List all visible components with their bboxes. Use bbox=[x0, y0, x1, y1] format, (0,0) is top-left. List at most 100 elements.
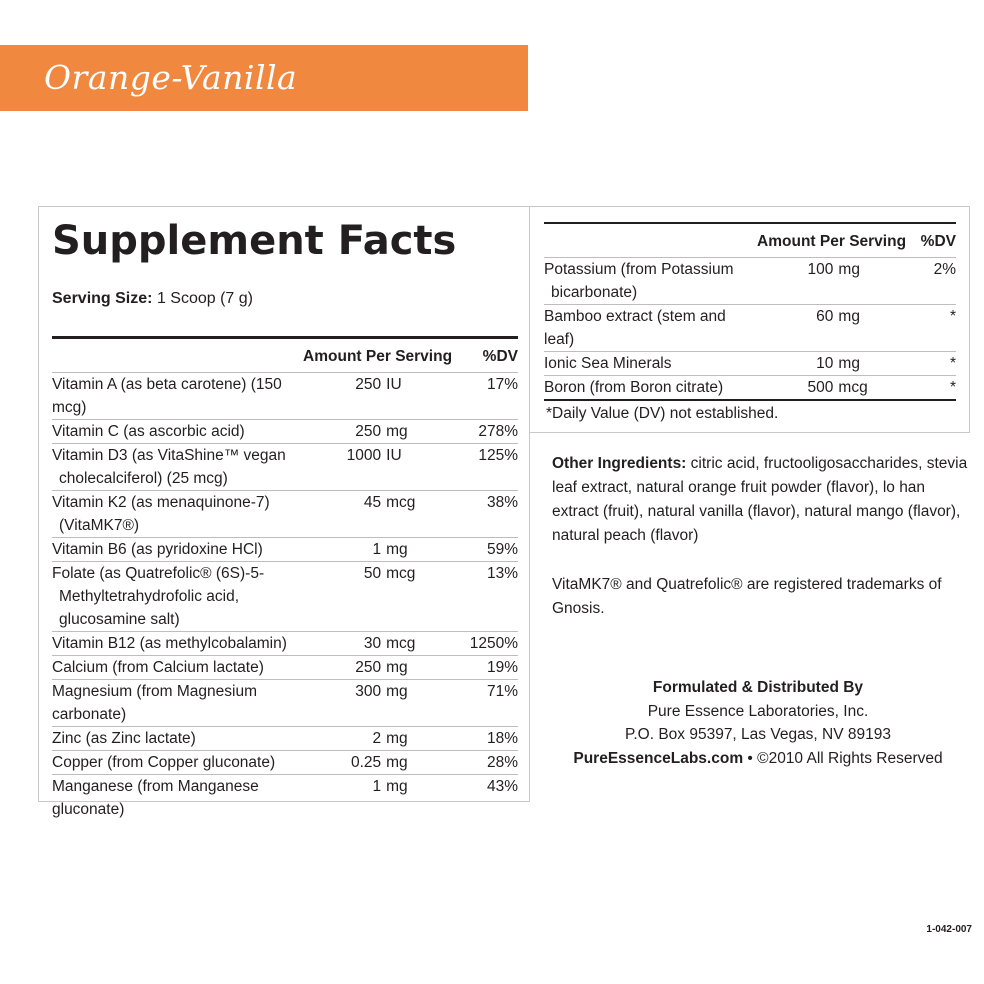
amount-value: 100 bbox=[807, 261, 834, 278]
header-dv: %DV bbox=[482, 348, 518, 365]
amount-unit: mg bbox=[386, 730, 408, 747]
flavor-banner bbox=[0, 45, 528, 111]
amount-value: 250 bbox=[355, 659, 382, 676]
nutrient-row: Boron (from Boron citrate) 500 mcg * bbox=[544, 375, 956, 401]
nutrient-amount: 300 mg bbox=[303, 679, 423, 727]
nutrient-name-line: bicarbonate) bbox=[551, 284, 638, 301]
amount-unit: mg bbox=[386, 754, 408, 771]
nutrient-name-line: Vitamin B6 (as pyridoxine HCl) bbox=[52, 541, 263, 558]
nutrient-amount: 250 mg bbox=[303, 419, 423, 444]
nutrient-name: Vitamin B12 (as methylcobalamin) bbox=[52, 631, 304, 656]
nutrient-row: Folate (as Quatrefolic® (6S)-5- Methyltet… bbox=[52, 561, 518, 632]
nutrient-row: Vitamin D3 (as VitaShine™ vegan cholecalc… bbox=[52, 443, 518, 491]
nutrient-amount: 1 mg bbox=[303, 537, 423, 562]
nutrient-name: Zinc (as Zinc lactate) bbox=[52, 726, 304, 751]
serving-size: Serving Size: 1 Scoop (7 g) bbox=[52, 290, 253, 308]
amount-value: 10 bbox=[816, 355, 834, 372]
product-code: 1-042-007 bbox=[926, 924, 972, 935]
other-ingredients-text: citric acid, fructooligosaccharides, ste… bbox=[552, 455, 968, 544]
amount-unit: mcg bbox=[386, 635, 416, 652]
amount-value: 30 bbox=[363, 635, 382, 652]
nutrient-amount: 100 mg bbox=[757, 257, 877, 305]
nutrient-name: Vitamin K2 (as menaquinone-7) (VitaMK7®) bbox=[52, 490, 304, 538]
nutrient-dv: 2% bbox=[876, 257, 956, 305]
amount-value: 0.25 bbox=[350, 754, 382, 771]
other-ingredients-label: Other Ingredients: bbox=[552, 455, 687, 472]
nutrient-name-line: Methyltetrahydrofolic acid, bbox=[59, 588, 240, 605]
nutrient-amount: 2 mg bbox=[303, 726, 423, 751]
nutrient-name-line: Folate (as Quatrefolic® (6S)-5- bbox=[52, 565, 265, 582]
company-address: P.O. Box 95397, Las Vegas, NV 89193 bbox=[625, 726, 891, 743]
nutrient-name-line: Zinc (as Zinc lactate) bbox=[52, 730, 196, 747]
nutrient-dv: 278% bbox=[422, 419, 518, 444]
nutrient-name-line: cholecalciferol) (25 mcg) bbox=[59, 470, 228, 487]
amount-value: 1000 bbox=[346, 447, 382, 464]
nutrient-amount: 250 IU bbox=[303, 372, 423, 420]
nutrient-name-line: Bamboo extract (stem and leaf) bbox=[544, 308, 726, 348]
amount-value: 1 bbox=[372, 541, 382, 558]
nutrient-table-right: Amount Per Serving %DV Potassium (from P… bbox=[544, 222, 956, 401]
amount-value: 60 bbox=[816, 308, 834, 325]
nutrient-row: Vitamin B12 (as methylcobalamin) 30 mcg 125… bbox=[52, 631, 518, 656]
nutrient-name: Potassium (from Potassium bicarbonate) bbox=[544, 257, 758, 305]
amount-value: 250 bbox=[355, 376, 382, 393]
nutrient-name: Bamboo extract (stem and leaf) bbox=[544, 304, 758, 352]
company-website: PureEssenceLabs.com bbox=[573, 749, 744, 767]
amount-unit: mcg bbox=[386, 494, 416, 511]
nutrient-dv: 28% bbox=[422, 750, 518, 775]
amount-unit: IU bbox=[386, 376, 402, 393]
amount-value: 50 bbox=[363, 565, 382, 582]
nutrient-name-line: Magnesium (from Magnesium carbonate) bbox=[52, 683, 258, 723]
amount-value: 1 bbox=[372, 778, 382, 795]
amount-unit: mg bbox=[386, 683, 408, 700]
amount-value: 45 bbox=[363, 494, 382, 511]
nutrient-dv: * bbox=[876, 375, 956, 401]
amount-value: 500 bbox=[807, 379, 834, 396]
nutrient-row: Manganese (from Manganese gluconate) 1 mg 4… bbox=[52, 774, 518, 821]
nutrient-name-line: Vitamin K2 (as menaquinone-7) bbox=[52, 494, 270, 511]
amount-unit: IU bbox=[386, 447, 402, 464]
nutrient-dv: 13% bbox=[422, 561, 518, 632]
nutrient-dv: 43% bbox=[422, 774, 518, 821]
nutrient-row: Zinc (as Zinc lactate) 2 mg 18% bbox=[52, 726, 518, 751]
amount-unit: mg bbox=[386, 541, 408, 558]
nutrient-dv: * bbox=[876, 304, 956, 352]
nutrient-name-line: Potassium (from Potassium bbox=[544, 261, 734, 278]
formulated-by-block: Formulated & Distributed By Pure Essence… bbox=[548, 676, 968, 770]
nutrient-dv: 38% bbox=[422, 490, 518, 538]
nutrient-dv: 125% bbox=[422, 443, 518, 491]
nutrient-amount: 50 mcg bbox=[303, 561, 423, 632]
facts-panel-right bbox=[530, 206, 970, 433]
company-name: Pure Essence Laboratories, Inc. bbox=[647, 702, 869, 720]
nutrient-name-line: Vitamin C (as ascorbic acid) bbox=[52, 423, 245, 440]
nutrient-name: Ionic Sea Minerals bbox=[544, 351, 758, 376]
nutrient-name-line: Vitamin D3 (as VitaShine™ vegan bbox=[52, 447, 286, 464]
nutrient-name: Calcium (from Calcium lactate) bbox=[52, 655, 304, 680]
amount-unit: mg bbox=[386, 659, 408, 676]
trademark-notice: VitaMK7® and Quatrefolic® are registered… bbox=[552, 576, 942, 617]
amount-unit: mg bbox=[386, 778, 408, 795]
nutrient-name: Vitamin B6 (as pyridoxine HCl) bbox=[52, 537, 304, 562]
header-amount-per-serving: Amount Per Serving bbox=[757, 233, 907, 250]
nutrient-dv: 19% bbox=[422, 655, 518, 680]
nutrient-row: Potassium (from Potassium bicarbonate) 100… bbox=[544, 257, 956, 305]
nutrient-amount: 60 mg bbox=[757, 304, 877, 352]
nutrient-amount: 45 mcg bbox=[303, 490, 423, 538]
nutrient-amount: 1 mg bbox=[303, 774, 423, 821]
nutrient-row: Bamboo extract (stem and leaf) 60 mg * bbox=[544, 304, 956, 352]
nutrient-amount: 30 mcg bbox=[303, 631, 423, 656]
nutrient-name: Folate (as Quatrefolic® (6S)-5- Methyltet… bbox=[52, 561, 304, 632]
nutrient-row: Calcium (from Calcium lactate) 250 mg 19% bbox=[52, 655, 518, 680]
nutrient-name-line: glucosamine salt) bbox=[59, 611, 180, 628]
daily-value-footnote: *Daily Value (DV) not established. bbox=[546, 405, 779, 422]
nutrient-amount: 500 mcg bbox=[757, 375, 877, 401]
amount-value: 300 bbox=[355, 683, 382, 700]
amount-value: 2 bbox=[372, 730, 382, 747]
nutrient-table-left: Amount Per Serving %DV Vitamin A (as bet… bbox=[52, 336, 518, 821]
nutrient-name: Vitamin C (as ascorbic acid) bbox=[52, 419, 304, 444]
nutrient-name: Manganese (from Manganese gluconate) bbox=[52, 774, 304, 821]
nutrient-row: Vitamin K2 (as menaquinone-7) (VitaMK7®) 4… bbox=[52, 490, 518, 538]
amount-value: 250 bbox=[355, 423, 382, 440]
nutrient-name: Vitamin A (as beta carotene) (150 mcg) bbox=[52, 372, 304, 420]
nutrient-dv: 17% bbox=[422, 372, 518, 420]
